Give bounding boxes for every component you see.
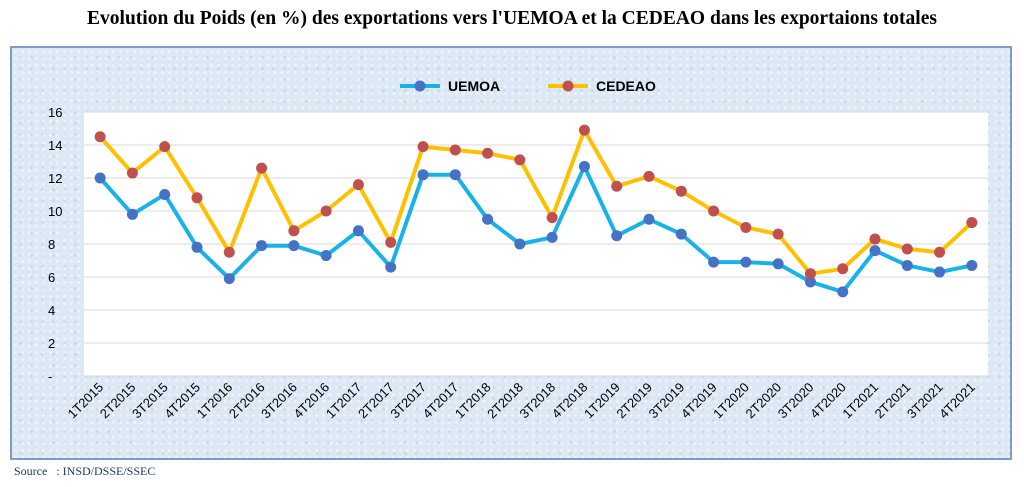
data-point-uemoa xyxy=(772,258,784,270)
y-tick-label: 16 xyxy=(48,105,62,120)
data-point-uemoa xyxy=(934,266,946,278)
data-point-uemoa xyxy=(869,245,881,257)
data-point-uemoa xyxy=(901,259,913,271)
data-point-uemoa xyxy=(256,240,268,252)
series-line-cedeao xyxy=(98,128,974,276)
data-point-cedeao xyxy=(611,180,623,192)
data-point-uemoa xyxy=(223,273,235,285)
data-point-uemoa xyxy=(966,259,978,271)
y-tick-label: 8 xyxy=(48,237,55,252)
data-point-uemoa xyxy=(578,160,590,172)
data-point-uemoa xyxy=(837,286,849,298)
data-point-uemoa xyxy=(159,189,171,200)
data-point-cedeao xyxy=(288,225,300,237)
x-tick-label: 4T2021 xyxy=(936,380,978,422)
data-point-uemoa xyxy=(804,276,816,288)
data-point-uemoa xyxy=(740,256,752,268)
series-markers xyxy=(94,124,978,298)
chart-area: - 2 4 6 8 10 12 14 16 1T2015 2T2015 3T2015 4T2015 1T… xyxy=(10,46,1012,460)
data-point-cedeao xyxy=(159,141,171,153)
data-point-cedeao xyxy=(708,205,720,217)
data-point-cedeao xyxy=(772,228,784,240)
data-point-cedeao xyxy=(675,185,687,197)
data-point-uemoa xyxy=(288,240,300,252)
data-point-cedeao xyxy=(352,179,364,191)
data-point-cedeao xyxy=(191,192,203,204)
data-point-cedeao xyxy=(223,246,235,258)
data-point-cedeao xyxy=(934,246,946,258)
data-point-cedeao xyxy=(578,124,590,136)
data-point-uemoa xyxy=(94,172,106,184)
data-point-cedeao xyxy=(514,154,526,166)
series-line-uemoa xyxy=(98,164,974,294)
data-point-uemoa xyxy=(385,261,397,273)
legend-marker xyxy=(414,80,426,92)
data-point-cedeao xyxy=(901,243,913,255)
data-point-cedeao xyxy=(837,263,849,275)
data-point-uemoa xyxy=(191,241,203,253)
legend-label-cedeao: CEDEAO xyxy=(596,78,656,94)
data-point-uemoa xyxy=(611,230,623,242)
data-point-cedeao xyxy=(482,147,494,159)
data-point-cedeao xyxy=(126,167,138,179)
data-point-cedeao xyxy=(320,205,332,217)
data-point-uemoa xyxy=(449,169,461,181)
y-tick-label: 10 xyxy=(48,204,62,219)
y-tick-label: 12 xyxy=(48,171,62,186)
data-point-uemoa xyxy=(514,238,526,250)
data-point-uemoa xyxy=(352,225,364,237)
y-tick-label: 4 xyxy=(48,303,55,318)
legend: UEMOA CEDEAO xyxy=(400,78,656,94)
data-point-uemoa xyxy=(417,169,429,181)
x-axis-tick-labels: 1T20152T20153T20154T20151T20162T20163T20… xyxy=(64,380,977,422)
data-point-uemoa xyxy=(320,250,332,262)
data-point-cedeao xyxy=(385,236,397,248)
data-point-uemoa xyxy=(126,208,138,220)
legend-label-uemoa: UEMOA xyxy=(448,78,500,94)
chart-title: Evolution du Poids (en %) des exportatio… xyxy=(87,8,937,29)
data-point-cedeao xyxy=(804,268,816,280)
data-point-cedeao xyxy=(449,144,461,156)
series-lines xyxy=(98,128,974,294)
data-point-cedeao xyxy=(417,141,429,153)
data-point-cedeao xyxy=(256,162,268,174)
data-point-uemoa xyxy=(708,256,720,268)
data-point-uemoa xyxy=(643,213,655,225)
legend-marker xyxy=(562,80,574,92)
gridlines xyxy=(84,111,988,377)
data-point-uemoa xyxy=(546,231,558,243)
y-tick-label: 6 xyxy=(48,270,55,285)
y-tick-label: - xyxy=(48,369,52,384)
data-point-uemoa xyxy=(675,228,687,240)
data-point-cedeao xyxy=(740,222,752,233)
data-point-uemoa xyxy=(482,213,494,225)
data-point-cedeao xyxy=(869,233,881,245)
data-point-cedeao xyxy=(546,212,558,224)
y-axis-tick-labels: - 2 4 6 8 10 12 14 16 xyxy=(48,105,62,384)
data-point-cedeao xyxy=(966,217,978,229)
line-chart: - 2 4 6 8 10 12 14 16 1T20152T20153T20154T20151T… xyxy=(48,78,988,422)
data-point-cedeao xyxy=(94,131,106,143)
y-tick-label: 14 xyxy=(48,138,62,153)
data-point-cedeao xyxy=(643,170,655,182)
y-tick-label: 2 xyxy=(48,336,55,351)
source-note: Source : INSD/DSSE/SSEC xyxy=(14,464,156,478)
